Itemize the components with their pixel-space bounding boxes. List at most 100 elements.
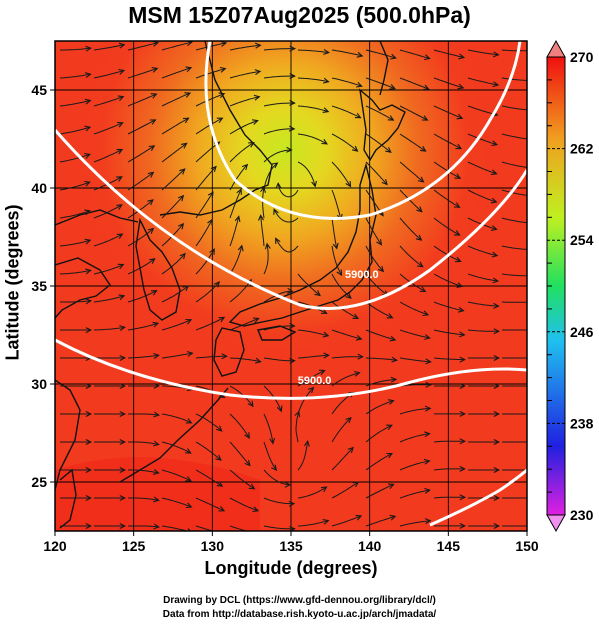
- streamline-arrow: [459, 438, 467, 445]
- streamline: [195, 93, 225, 107]
- streamline: [365, 329, 396, 341]
- streamline: [229, 318, 259, 331]
- streamline: [297, 520, 329, 527]
- streamline-arrow: [218, 316, 226, 323]
- streamline: [161, 285, 189, 303]
- streamline-arrow: [216, 481, 224, 487]
- streamline-arrow: [185, 418, 193, 424]
- streamline-arrow: [116, 148, 124, 155]
- streamline: [229, 441, 251, 466]
- streamline-arrow: [381, 178, 388, 186]
- streamline-arrow: [528, 247, 533, 252]
- x-tick-label: 130: [201, 538, 225, 554]
- streamline-arrow: [457, 306, 465, 313]
- streamline: [229, 142, 255, 163]
- streamline-arrow: [216, 425, 223, 432]
- streamline-arrow: [303, 439, 310, 447]
- x-tick-label: 150: [515, 538, 539, 554]
- streamline: [365, 424, 393, 443]
- streamline-arrow: [207, 191, 214, 198]
- streamline: [433, 105, 463, 119]
- streamline-arrow: [458, 53, 466, 60]
- streamline-arrow: [236, 188, 242, 195]
- streamline: [297, 133, 328, 145]
- streamline-arrow: [273, 208, 279, 215]
- streamline: [229, 189, 242, 219]
- streamline: [93, 295, 125, 303]
- streamline-arrow: [150, 93, 158, 99]
- streamline: [229, 96, 260, 107]
- streamline: [295, 411, 300, 443]
- plot-area: 5900.0 5900.0: [55, 41, 533, 531]
- streamline: [399, 105, 428, 121]
- streamline-arrow: [492, 277, 500, 284]
- x-tick-label: 135: [279, 538, 303, 554]
- streamline: [433, 273, 463, 287]
- streamline-arrow: [289, 99, 296, 106]
- streamline: [501, 273, 527, 277]
- streamline: [263, 441, 277, 471]
- y-tick-label: 40: [31, 180, 47, 196]
- streamline-arrow: [147, 199, 154, 206]
- coast-honshu: [228, 162, 377, 327]
- streamline-arrow: [387, 115, 395, 121]
- streamline-arrow: [323, 352, 330, 359]
- streamline: [263, 102, 295, 107]
- streamline: [161, 469, 192, 482]
- streamline: [60, 47, 91, 51]
- streamline-arrow: [244, 432, 250, 439]
- streamline-arrow: [177, 194, 185, 202]
- streamline: [399, 489, 430, 499]
- streamline: [277, 183, 299, 198]
- streamline-arrow: [526, 197, 527, 198]
- streamline-arrow: [187, 528, 192, 531]
- streamline: [195, 469, 223, 487]
- streamline-arrow: [84, 268, 92, 275]
- streamline-arrow: [152, 321, 160, 328]
- streamline: [273, 209, 299, 223]
- streamline-arrow: [151, 67, 159, 73]
- streamline: [467, 77, 499, 86]
- streamline-arrow: [528, 412, 533, 417]
- streamline-arrow: [85, 298, 93, 305]
- streamline-arrow: [289, 73, 296, 79]
- streamline: [433, 217, 460, 236]
- streamline: [59, 126, 91, 135]
- streamline: [263, 75, 295, 79]
- streamline: [331, 217, 338, 249]
- warm-patch: [55, 457, 260, 531]
- streamline: [93, 204, 123, 219]
- streamline-arrow: [493, 467, 501, 473]
- streamline-arrow: [424, 405, 432, 412]
- streamline-arrow: [323, 48, 330, 55]
- streamline: [263, 243, 269, 275]
- streamline-arrow: [153, 523, 161, 530]
- coast-sakhalin: [379, 41, 389, 96]
- streamline: [263, 469, 291, 486]
- streamline-arrow: [456, 282, 464, 288]
- streamline: [195, 117, 223, 135]
- x-tick-label: 140: [358, 538, 382, 554]
- streamline: [365, 453, 393, 471]
- streamline: [365, 357, 397, 361]
- streamline-arrow: [221, 530, 222, 531]
- streamline: [297, 441, 309, 471]
- streamline-arrow: [209, 248, 215, 255]
- streamline: [433, 357, 465, 361]
- streamline: [263, 128, 295, 135]
- streamline-arrow: [241, 163, 249, 171]
- streamline-arrow: [345, 416, 352, 424]
- streamline-arrow: [284, 481, 292, 488]
- streamline-arrow: [493, 355, 501, 361]
- streamline: [501, 245, 527, 250]
- streamline-arrow: [117, 263, 125, 270]
- streamline-arrow: [322, 519, 330, 525]
- streamline: [297, 329, 329, 337]
- streamline: [60, 300, 91, 303]
- streamline-arrow: [493, 439, 501, 445]
- streamline-arrow: [182, 117, 190, 124]
- streamline: [365, 245, 384, 272]
- streamline: [59, 269, 91, 275]
- streamline-arrow: [528, 440, 533, 445]
